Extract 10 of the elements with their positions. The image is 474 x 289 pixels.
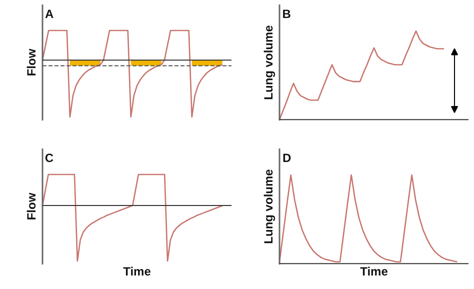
chart-title: D: [282, 151, 292, 166]
chart-title: B: [282, 7, 292, 22]
x-axis-title: Time: [123, 264, 152, 278]
chart-title: A: [44, 7, 54, 22]
y-axis-title: Lung volume: [262, 168, 276, 244]
y-axis-title: Flow: [24, 192, 38, 220]
y-axis-title: Lung volume: [262, 24, 276, 100]
chart-title: C: [44, 151, 54, 166]
y-axis-title: Flow: [24, 48, 38, 76]
x-axis-title: Time: [360, 264, 388, 278]
